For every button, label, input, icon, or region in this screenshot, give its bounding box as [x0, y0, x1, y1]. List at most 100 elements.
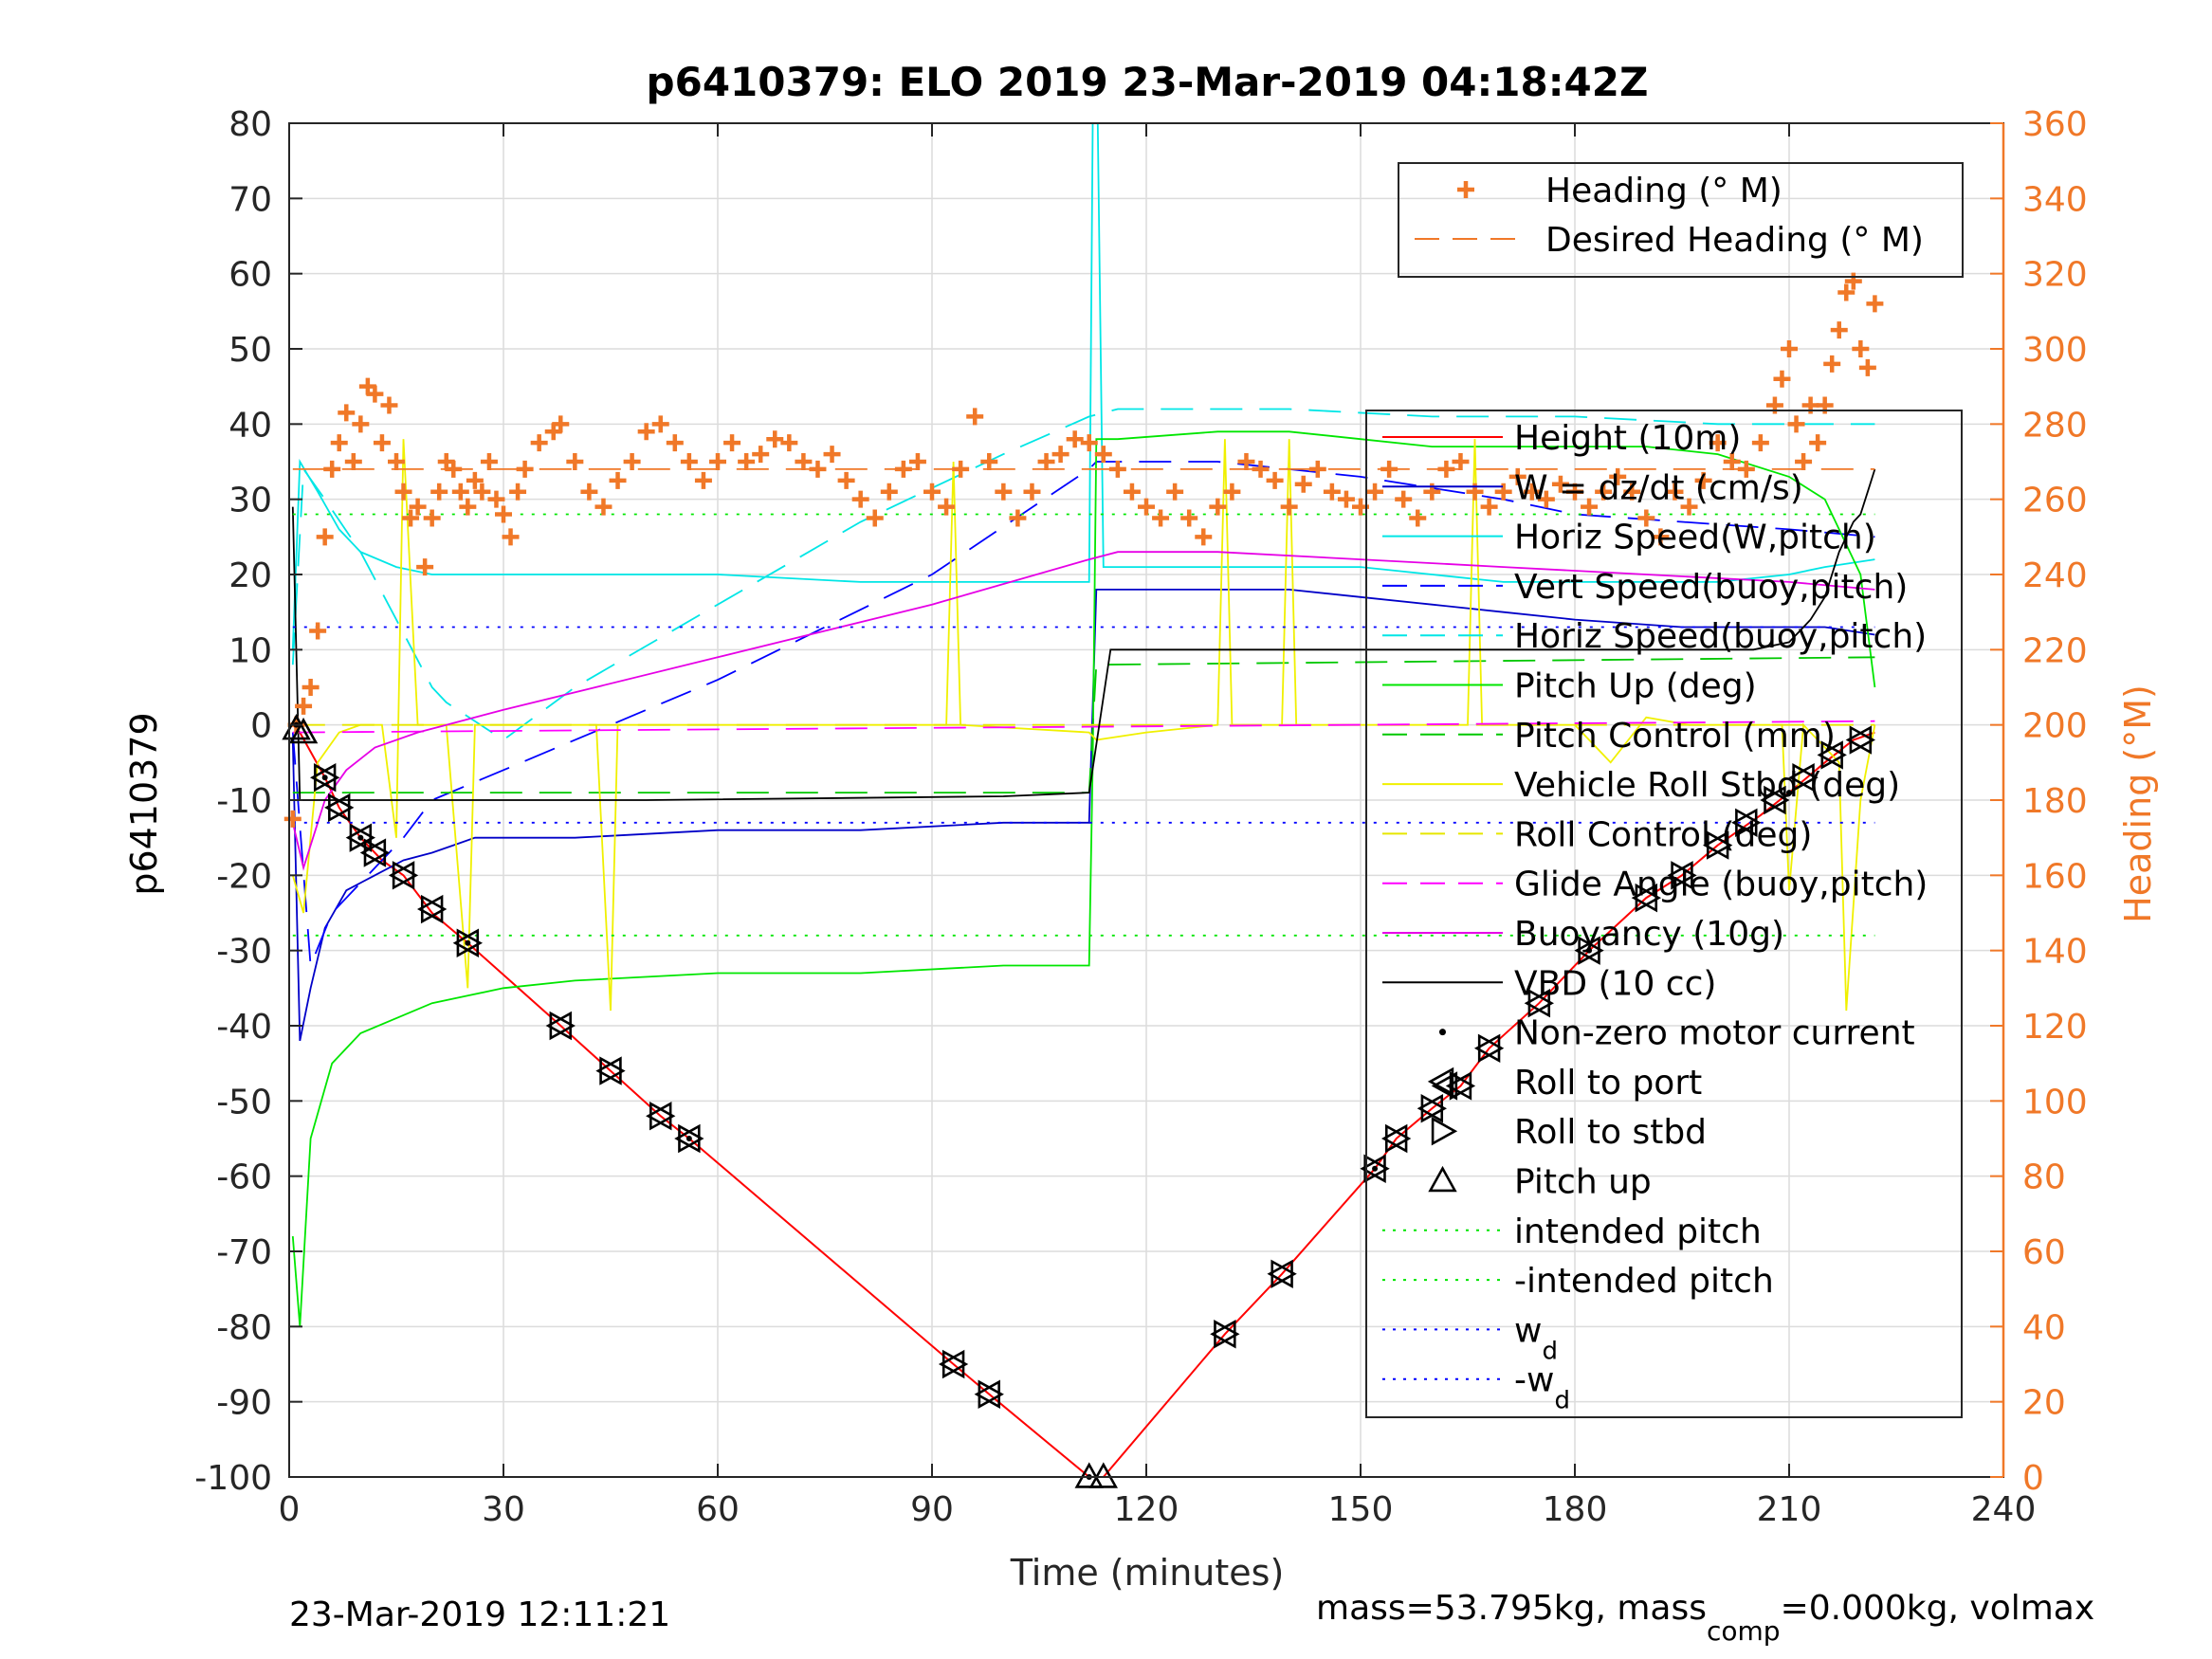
legend-label: Roll Control (deg): [1514, 815, 1812, 854]
x-tick-label: 240: [1971, 1490, 2037, 1529]
x-tick-label: 120: [1114, 1490, 1179, 1529]
heading-marker: [908, 453, 926, 470]
legend-label: Horiz Speed(W,pitch): [1514, 519, 1876, 557]
y2-axis-label: Heading (°M): [2117, 684, 2159, 923]
heading-marker: [1837, 283, 1856, 301]
heading-marker: [766, 430, 784, 448]
heading-marker: [352, 415, 370, 433]
heading-marker: [709, 453, 726, 470]
heading-marker: [1809, 434, 1827, 452]
legend-entry-intended-pitch: -intended pitch: [1382, 1262, 1774, 1301]
y-tick-label: -30: [216, 933, 272, 972]
roll-to-stbd-marker: [1420, 1094, 1448, 1123]
heading-marker: [1781, 340, 1798, 357]
y-tick-label: -100: [194, 1459, 272, 1498]
series-horiz-speed-buoy-pitch: [291, 408, 1875, 741]
heading-marker: [880, 483, 898, 501]
heading-marker: [1858, 358, 1876, 376]
heading-marker: [466, 471, 484, 489]
roll-to-stbd-marker: [1635, 883, 1662, 913]
chart-title: p6410379: ELO 2019 23-Mar-2019 04:18:42Z: [647, 59, 1649, 105]
legend-label: Glide Angle (buoy,pitch): [1514, 866, 1928, 904]
heading-marker: [451, 483, 469, 501]
heading-marker: [495, 505, 512, 523]
roll-to-stbd-marker: [328, 793, 355, 823]
heading-marker: [1437, 460, 1455, 478]
roll-to-stbd-marker: [1671, 861, 1697, 890]
heading-marker: [1266, 471, 1284, 489]
heading-marker: [1623, 483, 1641, 501]
heading-marker: [1252, 460, 1270, 478]
heading-marker: [1480, 498, 1498, 516]
y-tick-label: -20: [216, 857, 272, 896]
heading-marker: [980, 453, 998, 470]
series-pitch-up-deg: [291, 430, 1876, 1327]
heading-marker: [1723, 453, 1741, 470]
motor-current-dot: [1586, 947, 1593, 954]
motor-current-dot: [1786, 790, 1792, 796]
heading-marker: [1051, 446, 1069, 464]
footer-mass: mass=53.795kg, masscomp=0.000kg, volmax: [1316, 1589, 2094, 1647]
heading-marker: [309, 622, 327, 640]
roll-to-stbd-marker: [678, 1123, 704, 1154]
x-tick-label: 210: [1757, 1490, 1822, 1529]
roll-to-stbd-marker: [549, 1011, 576, 1041]
legend-entry-vbd-10-cc: VBD (10 cc): [1382, 964, 1716, 1003]
x-tick-label: 0: [279, 1490, 301, 1529]
heading-marker: [1537, 490, 1555, 508]
pitch-up-marker: [288, 717, 319, 744]
heading-marker: [623, 453, 641, 470]
heading-marker: [952, 460, 970, 478]
legend-label: Roll to port: [1514, 1064, 1702, 1103]
legend-entry-horiz-speed-w-pitch: Horiz Speed(W,pitch): [1382, 519, 1876, 557]
x-axis-label: Time (minutes): [1010, 1552, 1285, 1594]
heading-marker: [416, 558, 434, 576]
pitch-up-marker: [282, 713, 311, 740]
heading-marker: [1566, 483, 1583, 501]
legend-swatch-triangle: [1428, 1165, 1457, 1193]
legend-entry-heading-m: Heading (° M): [1457, 172, 1782, 210]
heading-marker: [323, 460, 341, 478]
x-tick-label: 60: [696, 1490, 740, 1529]
legend-label: W = dz/dt (cm/s): [1514, 468, 1803, 507]
heading-marker: [1866, 295, 1884, 313]
legend-label: Vert Speed(buoy,pitch): [1514, 568, 1908, 607]
heading-marker: [1280, 498, 1298, 516]
roll-to-stbd-marker: [349, 823, 376, 852]
y-tick-label: -60: [216, 1158, 272, 1197]
y2-tick-label: 80: [2022, 1158, 2066, 1197]
heading-marker: [738, 453, 756, 470]
heading-marker: [723, 434, 741, 452]
heading-marker: [316, 528, 334, 546]
heading-marker: [1652, 528, 1670, 546]
heading-marker: [1380, 460, 1398, 478]
heading-marker: [1294, 475, 1312, 493]
heading-marker: [651, 415, 669, 433]
legend-label: Buoyancy (10g): [1514, 915, 1784, 954]
legend-entry-vert-speed-buoy-pitch: Vert Speed(buoy,pitch): [1382, 568, 1908, 607]
roll-to-stbd-marker: [1578, 936, 1604, 965]
heading-marker: [1094, 446, 1112, 464]
heading-marker: [1637, 509, 1655, 527]
pitch-up-marker: [1074, 1462, 1104, 1488]
roll-to-stbd-marker: [599, 1056, 626, 1085]
heading-marker: [380, 396, 398, 414]
legend-label-subscript: d: [1542, 1337, 1558, 1365]
heading-marker: [1323, 483, 1341, 501]
legend-entry-height-10m: Height (10m): [1382, 419, 1741, 458]
heading-marker: [1009, 509, 1027, 527]
y2-tick-label: 240: [2022, 556, 2088, 595]
y2-tick-label: 120: [2022, 1008, 2088, 1047]
legend-top: Heading (° M) Desired Heading (° M): [1398, 162, 1964, 278]
heading-marker: [1308, 460, 1326, 478]
y-tick-label: 70: [229, 180, 272, 219]
series-horiz-speed-w-pitch: [291, 122, 1875, 650]
series-w-dz-dt-cm-s: [291, 589, 1875, 1042]
heading-marker: [1108, 460, 1126, 478]
legend-swatch-triangle: [1431, 1116, 1458, 1146]
y2-tick-label: 0: [2022, 1459, 2044, 1498]
heading-marker: [780, 434, 798, 452]
heading-marker: [1680, 498, 1698, 516]
heading-marker: [1180, 509, 1198, 527]
